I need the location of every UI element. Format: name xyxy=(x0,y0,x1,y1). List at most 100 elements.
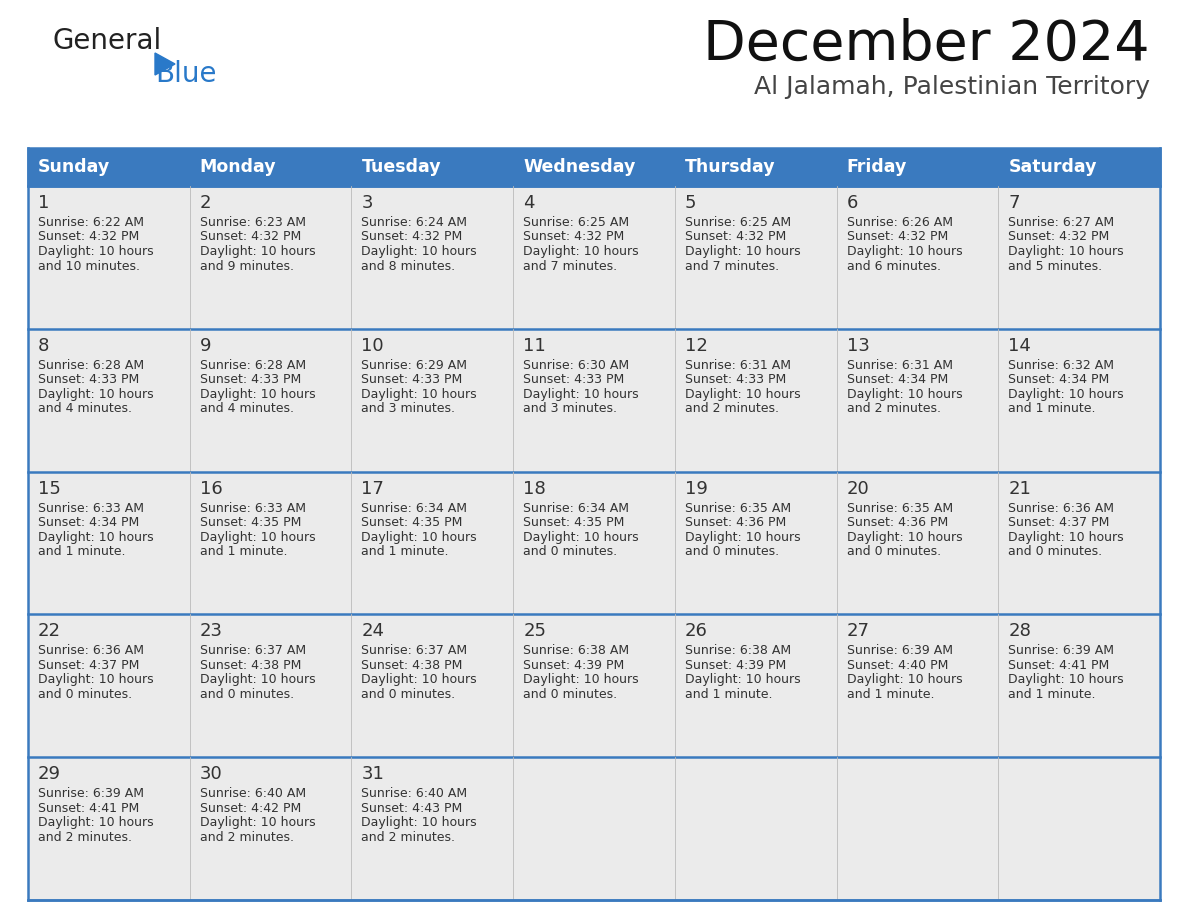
Text: Daylight: 10 hours: Daylight: 10 hours xyxy=(1009,387,1124,401)
Text: and 1 minute.: and 1 minute. xyxy=(1009,402,1095,415)
Text: Sunset: 4:35 PM: Sunset: 4:35 PM xyxy=(361,516,463,529)
Bar xyxy=(675,614,836,757)
Text: Daylight: 10 hours: Daylight: 10 hours xyxy=(847,387,962,401)
Text: 26: 26 xyxy=(684,622,708,641)
Text: Daylight: 10 hours: Daylight: 10 hours xyxy=(684,245,801,258)
Text: Sunset: 4:38 PM: Sunset: 4:38 PM xyxy=(200,659,301,672)
Text: 25: 25 xyxy=(523,622,546,641)
Text: Sunset: 4:39 PM: Sunset: 4:39 PM xyxy=(523,659,625,672)
Text: 12: 12 xyxy=(684,337,708,354)
Text: Sunrise: 6:38 AM: Sunrise: 6:38 AM xyxy=(684,644,791,657)
Text: and 3 minutes.: and 3 minutes. xyxy=(523,402,617,415)
Bar xyxy=(836,614,998,757)
Text: Daylight: 10 hours: Daylight: 10 hours xyxy=(684,674,801,687)
Text: Daylight: 10 hours: Daylight: 10 hours xyxy=(523,245,639,258)
Text: Sunrise: 6:26 AM: Sunrise: 6:26 AM xyxy=(847,216,953,229)
Text: and 1 minute.: and 1 minute. xyxy=(38,545,126,558)
Text: Sunrise: 6:39 AM: Sunrise: 6:39 AM xyxy=(38,788,144,800)
Bar xyxy=(513,186,675,329)
Text: Sunset: 4:42 PM: Sunset: 4:42 PM xyxy=(200,801,301,814)
Bar xyxy=(190,472,352,614)
Text: Daylight: 10 hours: Daylight: 10 hours xyxy=(361,674,478,687)
Bar xyxy=(190,614,352,757)
Text: Sunrise: 6:37 AM: Sunrise: 6:37 AM xyxy=(361,644,468,657)
Text: Sunset: 4:43 PM: Sunset: 4:43 PM xyxy=(361,801,462,814)
Text: Sunset: 4:32 PM: Sunset: 4:32 PM xyxy=(847,230,948,243)
Text: Sunrise: 6:31 AM: Sunrise: 6:31 AM xyxy=(847,359,953,372)
Text: Daylight: 10 hours: Daylight: 10 hours xyxy=(684,531,801,543)
Text: Sunset: 4:32 PM: Sunset: 4:32 PM xyxy=(361,230,462,243)
Text: Sunrise: 6:24 AM: Sunrise: 6:24 AM xyxy=(361,216,467,229)
Text: and 7 minutes.: and 7 minutes. xyxy=(684,260,779,273)
Text: Sunset: 4:37 PM: Sunset: 4:37 PM xyxy=(1009,516,1110,529)
Text: and 0 minutes.: and 0 minutes. xyxy=(684,545,779,558)
Bar xyxy=(352,148,513,186)
Text: Daylight: 10 hours: Daylight: 10 hours xyxy=(684,387,801,401)
Text: Daylight: 10 hours: Daylight: 10 hours xyxy=(523,531,639,543)
Bar xyxy=(29,148,190,186)
Text: Sunset: 4:41 PM: Sunset: 4:41 PM xyxy=(38,801,139,814)
Bar xyxy=(190,148,352,186)
Bar xyxy=(190,329,352,472)
Text: 31: 31 xyxy=(361,766,384,783)
Text: Sunrise: 6:35 AM: Sunrise: 6:35 AM xyxy=(847,501,953,515)
Text: Daylight: 10 hours: Daylight: 10 hours xyxy=(38,674,153,687)
Text: Sunset: 4:39 PM: Sunset: 4:39 PM xyxy=(684,659,786,672)
Text: 21: 21 xyxy=(1009,479,1031,498)
Text: Sunset: 4:34 PM: Sunset: 4:34 PM xyxy=(1009,374,1110,386)
Text: Daylight: 10 hours: Daylight: 10 hours xyxy=(1009,245,1124,258)
Text: Daylight: 10 hours: Daylight: 10 hours xyxy=(1009,674,1124,687)
Text: Daylight: 10 hours: Daylight: 10 hours xyxy=(38,531,153,543)
Text: and 9 minutes.: and 9 minutes. xyxy=(200,260,293,273)
Text: and 7 minutes.: and 7 minutes. xyxy=(523,260,618,273)
Text: Sunrise: 6:28 AM: Sunrise: 6:28 AM xyxy=(200,359,305,372)
Text: and 8 minutes.: and 8 minutes. xyxy=(361,260,455,273)
Text: Sunset: 4:35 PM: Sunset: 4:35 PM xyxy=(523,516,625,529)
Text: 9: 9 xyxy=(200,337,211,354)
Text: Daylight: 10 hours: Daylight: 10 hours xyxy=(200,816,315,829)
Bar xyxy=(29,614,190,757)
Text: Daylight: 10 hours: Daylight: 10 hours xyxy=(361,531,478,543)
Bar xyxy=(675,148,836,186)
Bar xyxy=(675,329,836,472)
Text: Sunrise: 6:33 AM: Sunrise: 6:33 AM xyxy=(200,501,305,515)
Text: 24: 24 xyxy=(361,622,385,641)
Text: Sunrise: 6:25 AM: Sunrise: 6:25 AM xyxy=(684,216,791,229)
Text: Daylight: 10 hours: Daylight: 10 hours xyxy=(847,245,962,258)
Text: Sunrise: 6:35 AM: Sunrise: 6:35 AM xyxy=(684,501,791,515)
Text: Daylight: 10 hours: Daylight: 10 hours xyxy=(523,387,639,401)
Bar xyxy=(29,148,1159,186)
Text: and 2 minutes.: and 2 minutes. xyxy=(847,402,941,415)
Text: and 2 minutes.: and 2 minutes. xyxy=(38,831,132,844)
Text: and 2 minutes.: and 2 minutes. xyxy=(200,831,293,844)
Text: Blue: Blue xyxy=(154,60,216,88)
Text: Sunrise: 6:30 AM: Sunrise: 6:30 AM xyxy=(523,359,630,372)
Text: 6: 6 xyxy=(847,194,858,212)
Text: Sunrise: 6:40 AM: Sunrise: 6:40 AM xyxy=(200,788,305,800)
Text: and 4 minutes.: and 4 minutes. xyxy=(38,402,132,415)
Text: 18: 18 xyxy=(523,479,546,498)
Text: Sunset: 4:32 PM: Sunset: 4:32 PM xyxy=(523,230,625,243)
Bar xyxy=(513,757,675,900)
Text: 7: 7 xyxy=(1009,194,1019,212)
Text: Friday: Friday xyxy=(847,158,906,176)
Text: Daylight: 10 hours: Daylight: 10 hours xyxy=(361,816,478,829)
Text: Daylight: 10 hours: Daylight: 10 hours xyxy=(361,387,478,401)
Text: and 0 minutes.: and 0 minutes. xyxy=(847,545,941,558)
Text: Sunrise: 6:31 AM: Sunrise: 6:31 AM xyxy=(684,359,791,372)
Text: Daylight: 10 hours: Daylight: 10 hours xyxy=(847,674,962,687)
Bar xyxy=(513,472,675,614)
Bar xyxy=(998,329,1159,472)
Text: 22: 22 xyxy=(38,622,61,641)
Bar xyxy=(836,472,998,614)
Text: Sunrise: 6:25 AM: Sunrise: 6:25 AM xyxy=(523,216,630,229)
Text: and 1 minute.: and 1 minute. xyxy=(847,688,934,701)
Text: and 1 minute.: and 1 minute. xyxy=(1009,688,1095,701)
Text: Sunset: 4:41 PM: Sunset: 4:41 PM xyxy=(1009,659,1110,672)
Text: Sunset: 4:34 PM: Sunset: 4:34 PM xyxy=(38,516,139,529)
Text: 2: 2 xyxy=(200,194,211,212)
Text: Sunset: 4:35 PM: Sunset: 4:35 PM xyxy=(200,516,301,529)
Text: 23: 23 xyxy=(200,622,222,641)
Text: 17: 17 xyxy=(361,479,384,498)
Text: Sunset: 4:37 PM: Sunset: 4:37 PM xyxy=(38,659,139,672)
